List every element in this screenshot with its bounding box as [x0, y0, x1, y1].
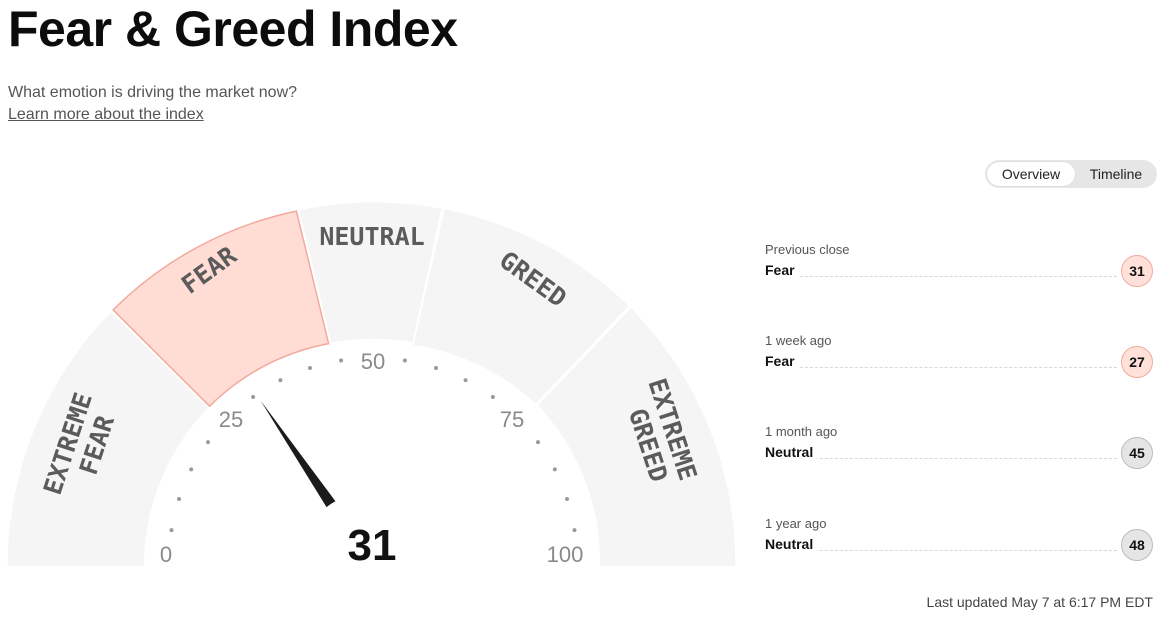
tick-dot — [572, 528, 577, 533]
tick-dot — [402, 358, 407, 363]
tick-dot — [308, 366, 312, 370]
view-toggle: Overview Timeline — [985, 160, 1157, 188]
learn-more-link[interactable]: Learn more about the index — [8, 106, 204, 123]
tick-label-0: 0 — [160, 542, 172, 567]
gauge-ticks — [169, 358, 577, 533]
tick-dot — [177, 497, 181, 501]
history-period: Previous close — [765, 242, 850, 257]
tick-label-100: 100 — [547, 542, 584, 567]
tick-dot — [490, 395, 495, 399]
segment-greed — [413, 209, 629, 404]
history-rating: Fear — [765, 353, 799, 369]
dotted-leader — [765, 550, 1117, 551]
history-period: 1 month ago — [765, 424, 838, 439]
dotted-leader — [765, 276, 1117, 277]
history-rating: Fear — [765, 262, 799, 278]
tab-overview[interactable]: Overview — [987, 162, 1075, 186]
gauge-tick-labels: 0 25 50 75 100 — [160, 349, 583, 567]
page-title: Fear & Greed Index — [8, 1, 458, 57]
tick-dot — [251, 395, 256, 399]
tab-timeline[interactable]: Timeline — [1089, 166, 1143, 182]
tick-label-25: 25 — [219, 407, 243, 432]
segment-neutral — [299, 202, 442, 343]
tick-dot — [536, 440, 540, 445]
history-rating: Neutral — [765, 536, 818, 552]
history-value-badge: 27 — [1121, 346, 1153, 378]
tick-dot — [552, 467, 557, 472]
gauge-value: 31 — [348, 521, 397, 570]
gauge-needle — [260, 400, 345, 520]
dotted-leader — [765, 367, 1117, 368]
tick-dot — [434, 366, 438, 370]
page-subtitle: What emotion is driving the market now? — [8, 84, 298, 101]
segment-fear — [112, 210, 330, 408]
segment-extreme-fear — [7, 312, 209, 566]
tick-dot — [339, 358, 344, 363]
tick-dot — [189, 467, 194, 472]
tick-dot — [206, 440, 210, 445]
dotted-leader — [765, 458, 1117, 459]
fear-greed-gauge: EXTREME FEAR FEAR NEUTRAL GREED EXTREME … — [7, 202, 736, 590]
last-updated: Last updated May 7 at 6:17 PM EDT — [926, 594, 1153, 610]
tick-dot — [565, 497, 569, 501]
gauge-hub — [298, 491, 448, 590]
zone-label-neutral: NEUTRAL — [319, 222, 424, 251]
tick-label-75: 75 — [500, 407, 524, 432]
history-value-badge: 48 — [1121, 529, 1153, 561]
segment-extreme-greed — [537, 308, 736, 566]
history-period: 1 year ago — [765, 516, 827, 531]
tick-label-50: 50 — [361, 349, 385, 374]
tick-dot — [278, 378, 283, 383]
gauge-segments — [7, 202, 736, 566]
history-period: 1 week ago — [765, 333, 832, 348]
history-value-badge: 31 — [1121, 255, 1153, 287]
history-rating: Neutral — [765, 444, 818, 460]
tick-dot — [169, 528, 174, 533]
history-value-badge: 45 — [1121, 437, 1153, 469]
tick-dot — [463, 378, 468, 383]
